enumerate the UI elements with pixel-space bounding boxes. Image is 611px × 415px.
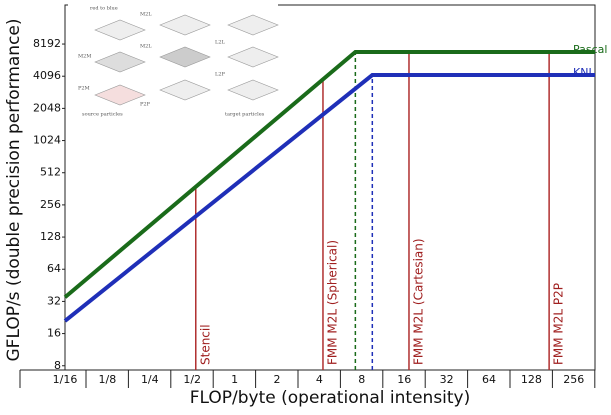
x-tick-label: 64 xyxy=(482,373,496,386)
x-tick-label: 8 xyxy=(358,373,365,386)
x-tick-label: 256 xyxy=(563,373,584,386)
x-tick-label: 4 xyxy=(316,373,323,386)
inset-label: P2P xyxy=(140,102,151,108)
x-tick-label: 32 xyxy=(440,373,454,386)
y-tick-label: 2048 xyxy=(33,101,61,114)
y-tick-label: 32 xyxy=(47,294,61,307)
x-tick-label: 128 xyxy=(521,373,542,386)
grid-plane xyxy=(94,84,146,106)
grid-plane xyxy=(159,46,211,68)
y-tick-label: 64 xyxy=(47,262,61,275)
y-tick-label: 512 xyxy=(40,166,61,179)
inset-label: target particles xyxy=(225,112,265,118)
annotation-label: FMM M2L P2P xyxy=(552,283,566,365)
annotation-label: Stencil xyxy=(198,324,212,365)
grid-plane xyxy=(227,46,279,68)
grid-plane xyxy=(227,14,279,36)
y-tick-label: 256 xyxy=(40,198,61,211)
series-line xyxy=(63,73,595,323)
x-tick-label: 16 xyxy=(397,373,411,386)
x-axis-title: FLOP/byte (operational intensity) xyxy=(190,388,471,408)
grid-plane xyxy=(159,79,211,101)
legend-label: KNL xyxy=(573,66,595,79)
y-tick-label: 4096 xyxy=(33,69,61,82)
inset-label: L2P xyxy=(215,72,226,78)
x-tick-label: 2 xyxy=(274,373,281,386)
y-tick-label: 8192 xyxy=(33,37,61,50)
y-tick-label: 8 xyxy=(54,359,61,372)
x-tick-label: 1/2 xyxy=(183,373,201,386)
x-tick-label: 1 xyxy=(231,373,238,386)
x-tick-label: 1/4 xyxy=(141,373,159,386)
y-axis-title: GFLOP/s (double precision performance) xyxy=(4,18,24,361)
inset-label: red to blue xyxy=(90,6,118,12)
y-tick-label: 128 xyxy=(40,230,61,243)
inset-label: M2L xyxy=(140,44,152,50)
annotation-label: FMM M2L (Cartesian) xyxy=(411,238,425,365)
x-tick-label: 1/8 xyxy=(99,373,117,386)
annotation-label: FMM M2L (Spherical) xyxy=(325,240,339,365)
inset-label: P2M xyxy=(78,86,90,92)
inset-label: M2L xyxy=(140,12,152,18)
grid-plane xyxy=(94,19,146,41)
grid-plane xyxy=(94,51,146,73)
inset-diagram: red to blue M2L M2L L2L M2M L2P P2M P2P source p… xyxy=(68,2,279,120)
inset-label: source particles xyxy=(82,112,123,118)
series-line xyxy=(63,50,595,299)
inset-label: M2M xyxy=(78,54,91,60)
x-tick-label: 1/16 xyxy=(53,373,78,386)
y-tick-label: 16 xyxy=(47,327,61,340)
legend-label: Pascal xyxy=(573,43,607,56)
grid-plane xyxy=(159,14,211,36)
inset-label: L2L xyxy=(215,40,226,46)
y-tick-label: 1024 xyxy=(33,134,61,147)
grid-plane xyxy=(227,79,279,101)
